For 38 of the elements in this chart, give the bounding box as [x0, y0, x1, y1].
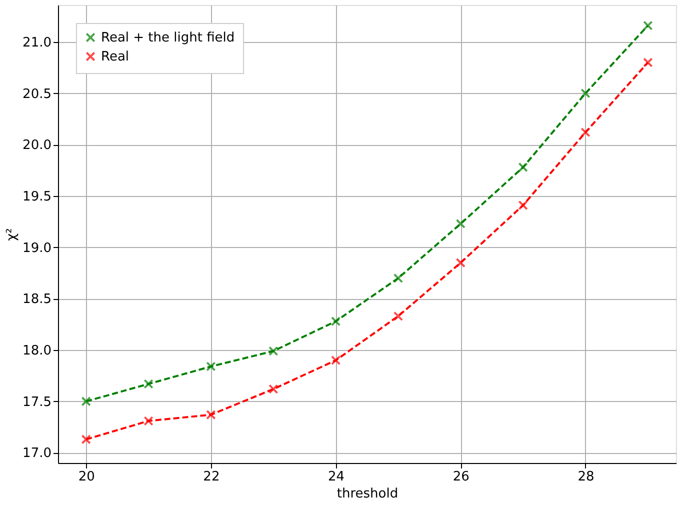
point [393, 273, 404, 284]
y-axis-title: χ² [4, 228, 20, 241]
y-tick-label: 18.5 [22, 292, 52, 308]
x-tick-label: 22 [203, 470, 220, 484]
point [643, 58, 653, 68]
y-tick-label: 20.5 [22, 86, 52, 102]
x-tick-label: 28 [578, 470, 594, 484]
point [268, 384, 278, 394]
point [268, 346, 278, 356]
point [81, 434, 91, 444]
x-tick-label: 24 [328, 470, 345, 484]
x-axis-title: threshold [336, 486, 398, 502]
point [144, 416, 154, 426]
point [643, 20, 653, 30]
point [330, 316, 341, 326]
x-tick-label: 26 [452, 470, 470, 484]
y-tick-label: 20.0 [22, 138, 52, 154]
point [206, 362, 216, 372]
point [518, 200, 528, 210]
point [580, 127, 590, 138]
legend-label: Real + the light field [101, 30, 235, 46]
y-tick-label: 19.0 [22, 240, 52, 256]
point [330, 355, 341, 366]
point [206, 410, 216, 420]
y-tick-label: 21.0 [22, 35, 52, 50]
point [393, 311, 404, 322]
y-tick-label: 18.0 [22, 344, 52, 359]
y-tick-label: 19.5 [22, 190, 52, 205]
point [456, 258, 466, 268]
point [81, 396, 91, 406]
y-tick-label: 17.5 [22, 394, 52, 410]
y-tick-label: 17.0 [22, 446, 52, 462]
point [456, 218, 466, 229]
point [144, 379, 154, 389]
point [580, 88, 590, 98]
x-tick-label: 20 [78, 470, 95, 484]
legend-label: Real [101, 50, 130, 64]
point [518, 162, 528, 172]
